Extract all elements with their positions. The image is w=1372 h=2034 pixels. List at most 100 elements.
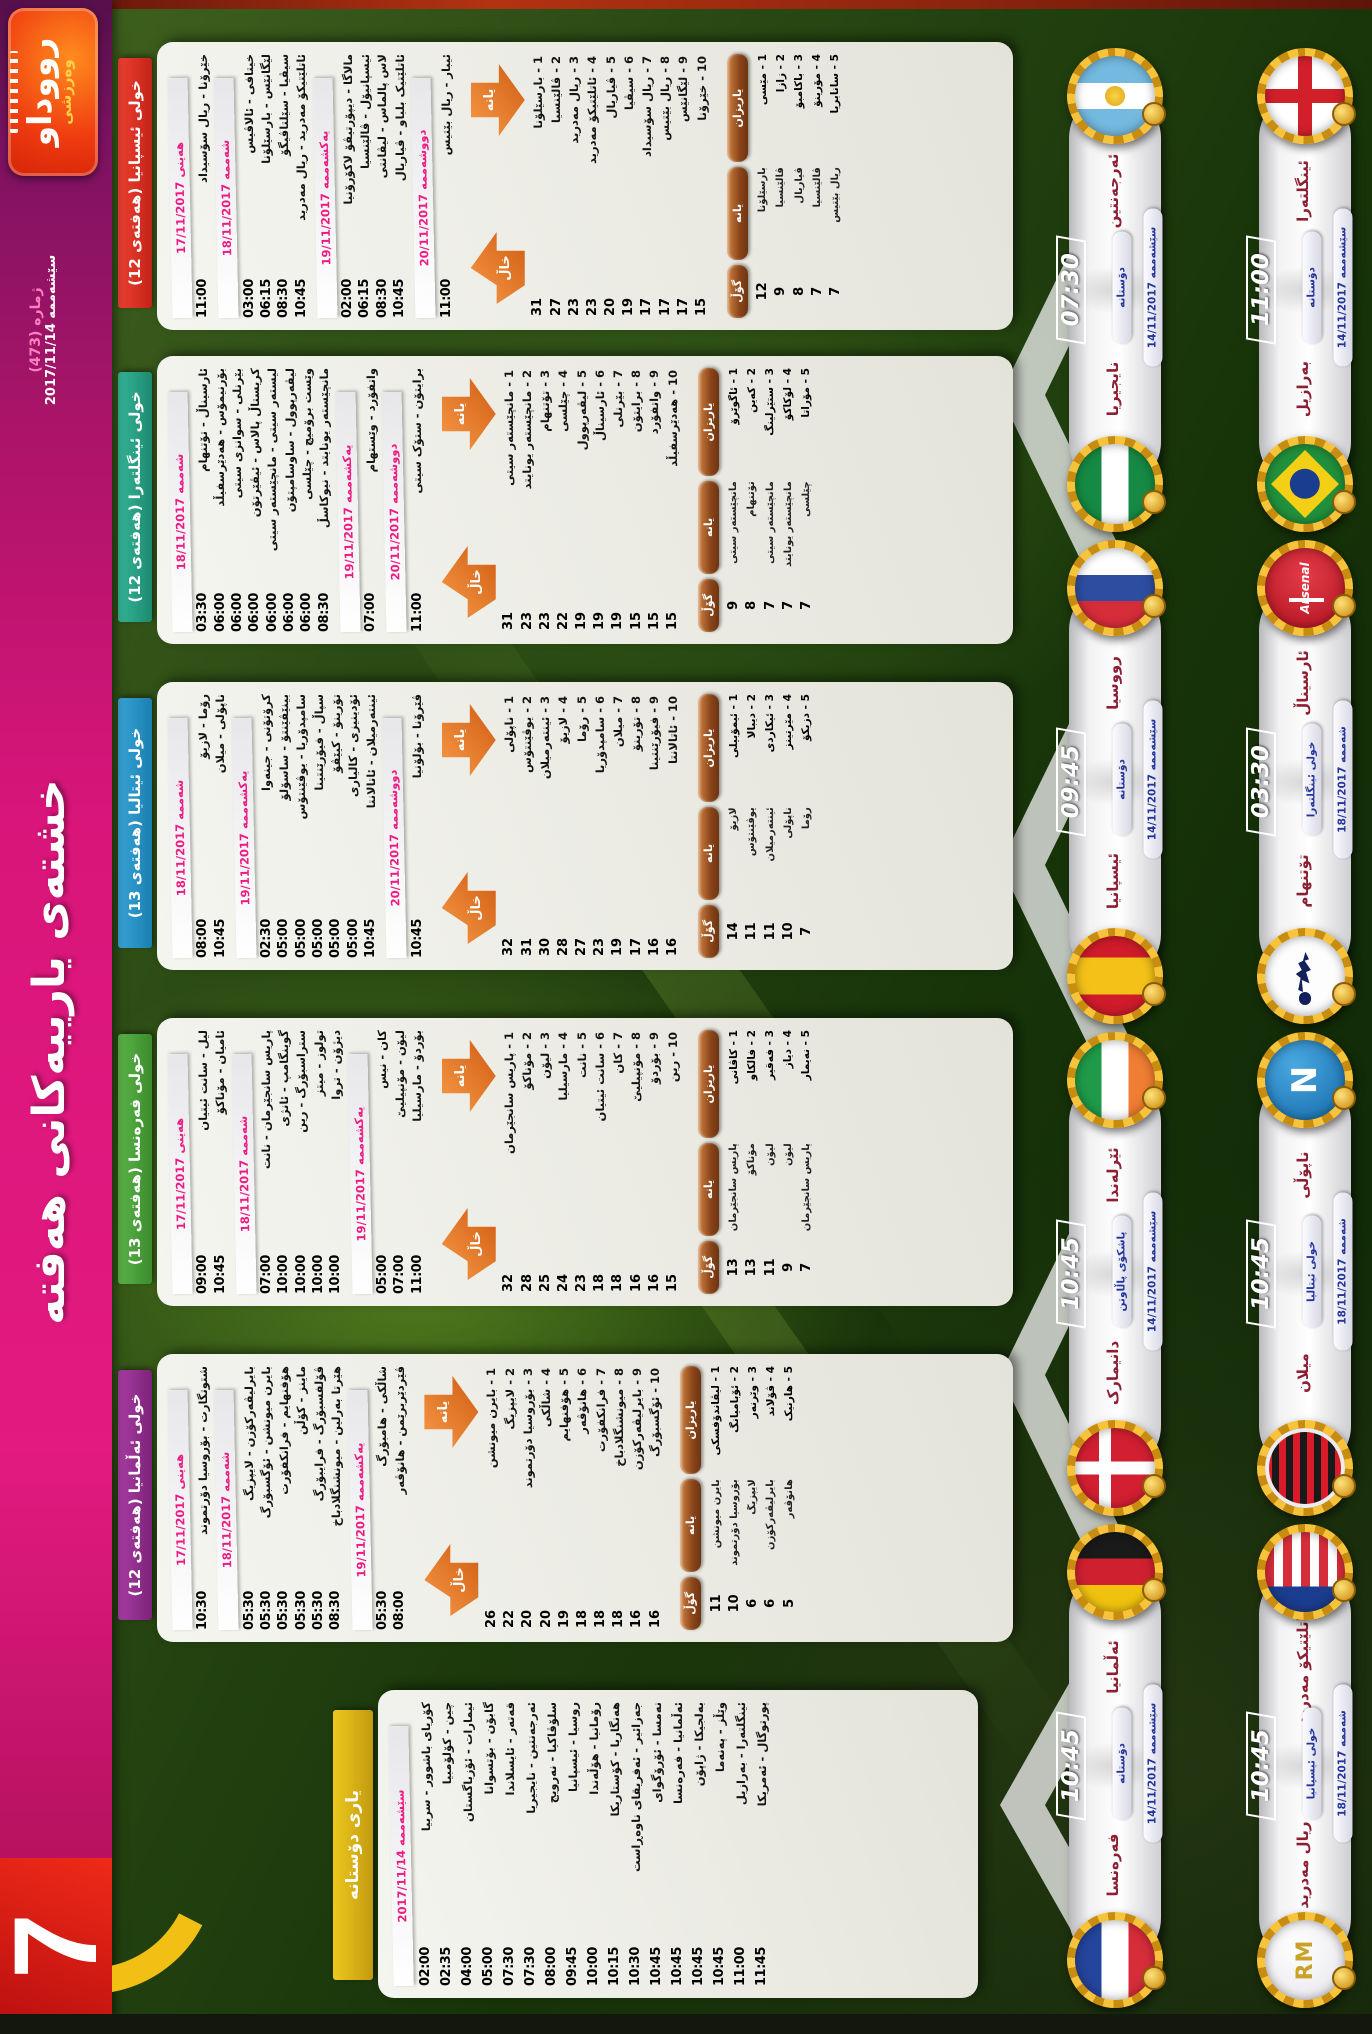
- scorer-row: 1 - لیڤاندۆفسکی بایرن میونشن 11: [707, 1364, 725, 1632]
- match-teams: شاڵکی - هامبۆرگ: [375, 1366, 390, 1467]
- team-column-arrow: یانە: [471, 64, 525, 136]
- crest-germany-icon: [1067, 1524, 1166, 1620]
- kickoff-time: 10:45: [1056, 1219, 1086, 1329]
- team-column-label: یانە: [697, 807, 719, 900]
- match-time: 05:30: [293, 1591, 309, 1630]
- scorer-name: 2 - کەین: [745, 368, 758, 413]
- standings-points: 23: [584, 297, 600, 316]
- match-teams: مانچێستەر یونایتد - نیوکاسڵ: [317, 368, 332, 529]
- scorer-goals: 8: [744, 600, 760, 610]
- match-time: 06:00: [282, 593, 298, 632]
- standings-row: 7 - بێرنلی 19: [609, 366, 627, 634]
- points-column-arrow: خاڵ: [471, 232, 525, 304]
- match-row: وێڵز - پەنەما 10:45: [709, 1700, 730, 1988]
- match-teams: لێگانێس - بارسێلۆنا: [259, 54, 274, 164]
- match-time: 06:00: [212, 593, 228, 632]
- match-row: لیۆن - مۆنپیلیێ 07:00: [391, 1028, 408, 1296]
- standings-row: 5 - هۆفنهایم 19: [555, 1364, 573, 1632]
- standings-team: 3 - ئینتەرمیلان: [538, 696, 553, 780]
- standings-points: 18: [593, 1609, 609, 1628]
- match-row: خیتافی - ئالاڤیس 03:00: [240, 52, 257, 320]
- date-pill: سێشەممە 14/11/2017: [1143, 700, 1163, 859]
- player-column-label: یاریزان: [680, 1366, 702, 1475]
- scorer-goals: 7: [798, 926, 814, 936]
- standings-points: 15: [665, 611, 681, 630]
- competition-pill: دۆستانە: [1112, 1707, 1132, 1820]
- team-column-arrow: یانە: [442, 378, 496, 450]
- match-time: 10:45: [392, 279, 408, 318]
- match-time: 08:30: [374, 279, 390, 318]
- match-time: 02:30: [258, 919, 274, 958]
- match-time: 09:00: [195, 1255, 211, 1294]
- match-row: ناپۆلی - میلان 10:45: [211, 692, 228, 960]
- kickoff-time: 10:45: [1056, 1711, 1086, 1821]
- scorer-name: 1 - لیڤاندۆفسکی: [710, 1366, 723, 1456]
- arsenal-flag-icon: Arsenal: [1265, 548, 1345, 628]
- competition-pill: دۆستانە: [1112, 723, 1132, 836]
- match-time: 02:00: [340, 279, 356, 318]
- gold-medal-icon: [1142, 101, 1166, 126]
- scorer-team: چێلسی: [800, 481, 812, 517]
- scorer-name: 3 - ستێرلینگ: [764, 368, 777, 436]
- standings-row: 10 - ئاتالانتا 16: [663, 692, 681, 960]
- match-row: کرۆتۆنی - جینەوا 02:30: [258, 692, 275, 960]
- standings-team: 4 - شاڵکی: [539, 1368, 554, 1428]
- panel-content-spain: خولی ئیسپانیا (هەفتەی 12) هەینی 17/11/201…: [118, 32, 1040, 342]
- match-row: هۆفنهایم - فرانکفۆرت 05:30: [275, 1364, 292, 1632]
- match-time: 03:00: [241, 279, 257, 318]
- scorer-team: ريال بێتیس: [829, 167, 841, 223]
- match-teams: کۆریای باشوور - سربیا: [418, 1702, 433, 1832]
- team-column-label: یانە: [697, 1143, 719, 1236]
- match-teams: هۆفنهایم - فرانکفۆرت: [276, 1366, 291, 1495]
- standings-points: 23: [592, 937, 608, 956]
- standings-row: 10 - هەدێرسفیڵد 15: [663, 366, 681, 634]
- standings-row: 8 - برایتۆن 15: [627, 366, 645, 634]
- match-teams: بەلجیکا - ژاپۆن: [691, 1702, 706, 1787]
- match-teams: ڤێردێربرێمن - هانۆڤەر: [392, 1366, 407, 1495]
- crest-spainflag-icon: [1067, 928, 1166, 1024]
- team-column-arrow: یانە: [442, 1040, 496, 1112]
- kickoff-time: 10:45: [1246, 1711, 1276, 1821]
- standings-list: 1 - ناپۆلی 32 2 - یوڤێنتۆس 31 3 - ئینتەرمیلا…: [500, 692, 682, 960]
- scorer-row: 4 - لۆکاکۆ مانچێستەر یونایتد 7: [779, 366, 797, 634]
- standings-points: 20: [520, 1609, 536, 1628]
- competition-pill: خولی ئیتالیا: [1302, 1215, 1322, 1328]
- gold-medal-icon: [1142, 1577, 1166, 1602]
- standings-team: 6 - سامپدۆریا: [592, 696, 607, 774]
- match-time: 07:00: [363, 593, 379, 632]
- match-teams: مالاگا - دیپۆرتیڤۆ لاکۆرۆنیا: [340, 54, 355, 205]
- standings-points: 16: [646, 937, 662, 956]
- match-time: 05:30: [258, 1591, 274, 1630]
- banner-match: RM ئاتلێتیکۆ مەدرید ريال مەدرید 10:45 خولی ئ…: [1239, 1524, 1371, 2008]
- standings-row: 6 - سیڤیا 19: [620, 52, 638, 320]
- match-row: کریستاڵ پالاس - ئیڤێرتۆن 06:00: [246, 366, 263, 634]
- standings-team: 7 - بێرنلی: [610, 370, 625, 428]
- standings-points: 23: [574, 1273, 590, 1292]
- crest-milan-icon: [1257, 1420, 1356, 1516]
- match-teams: ماینز - کۆڵن: [294, 1366, 309, 1435]
- date-pill: شەممە 18/11/2017: [1333, 1192, 1353, 1351]
- match-row: لاس پالماس - لیڤانتی 08:30: [374, 52, 391, 320]
- standings-points: 28: [519, 1273, 535, 1292]
- standings-list: 1 - پاریس سانجێرمان 32 2 - مۆناکۆ 28 3 - لیۆ…: [500, 1028, 682, 1296]
- panel-content-germany: خولی ئەڵمانیا (هەفتەی 12) هەینی 17/11/201…: [118, 1344, 1040, 1654]
- scorer-team: لیۆن: [764, 1143, 776, 1166]
- match-time: 05:00: [328, 919, 344, 958]
- scorer-team: پاریس سانجێرمان: [728, 1143, 740, 1232]
- scorer-name: 4 - مێرتینز: [782, 694, 795, 750]
- scorer-row: 5 - نەیمار پاریس سانجێرمان 7: [797, 1028, 815, 1296]
- match-row: ستراسبۆرگ - رین 10:00: [293, 1028, 310, 1296]
- standings-team: 10 - هەدێرسفیڵد: [665, 370, 680, 467]
- standings-row: 9 - بایرلیڤەرکۆزن 16: [628, 1364, 646, 1632]
- match-teams: ئیسپانیۆل - ڤالێنسیا: [357, 54, 372, 169]
- scorer-team: تۆتنهام: [746, 481, 758, 517]
- standings-points: 15: [694, 297, 710, 316]
- match-time: 10:45: [409, 919, 425, 958]
- standings-row: 8 - ريال بێتیس 17: [656, 52, 674, 320]
- match-teams: روسیا - ئیسپانیا: [565, 1702, 580, 1792]
- match-row: خێرۆنا - ريال سۆسیداد 11:00: [194, 52, 211, 320]
- competition-pill: دۆستانە: [1302, 231, 1322, 344]
- match-time: 10:00: [311, 1255, 327, 1294]
- scorer-row: 2 - دیبالا یوڤێنتۆس 11: [743, 692, 761, 960]
- scorer-name: 3 - ئیکاردی: [764, 694, 777, 753]
